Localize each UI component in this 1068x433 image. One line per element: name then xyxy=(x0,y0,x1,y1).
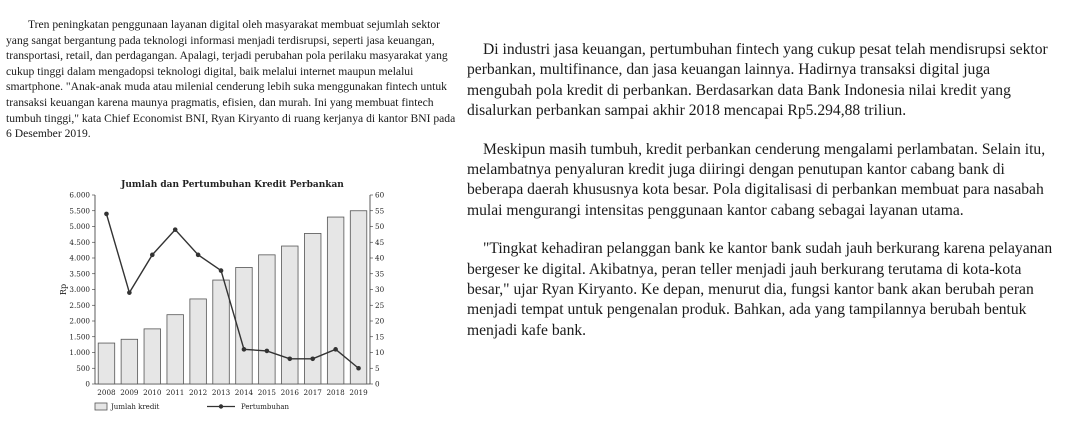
growth-line xyxy=(105,213,359,369)
x-tick-label: 2008 xyxy=(97,388,116,397)
growth-point-2015 xyxy=(264,348,270,354)
x-tick-label: 2016 xyxy=(281,388,300,397)
y-tick-label: 0 xyxy=(85,380,90,389)
bar-2012 xyxy=(189,298,207,385)
growth-point-2008 xyxy=(104,211,109,217)
y-tick-label: 2.000 xyxy=(69,317,90,326)
growth-point-2010 xyxy=(149,252,155,258)
credit-chart-svg: Jumlah dan Pertumbuhan Kredit Perbankan 0… xyxy=(59,180,385,411)
y2-tick-label: 45 xyxy=(375,238,385,247)
y-axis-label: Rp xyxy=(59,284,68,295)
y2-tick-label: 60 xyxy=(375,191,385,200)
chart-title: Jumlah dan Pertumbuhan Kredit Perbankan xyxy=(120,180,344,190)
y2-tick-label: 10 xyxy=(375,348,385,357)
bar-2009 xyxy=(120,338,139,385)
y-tick-label: 5.500 xyxy=(69,206,90,215)
right-column: Di industri jasa keuangan, pertumbuhan f… xyxy=(467,40,1057,359)
growth-point-2017 xyxy=(310,356,316,362)
legend-bar-swatch xyxy=(94,402,108,411)
bar-2008 xyxy=(97,342,116,385)
y-tick-label: 6.000 xyxy=(69,191,90,200)
bar-2010 xyxy=(143,328,161,385)
x-tick-label: 2011 xyxy=(166,388,184,397)
y2-tick-label: 55 xyxy=(375,206,385,215)
y-tick-label: 1.500 xyxy=(69,332,90,341)
y-tick-label: 1.000 xyxy=(69,348,90,357)
left-paragraph: Tren peningkatan penggunaan layanan digi… xyxy=(6,18,456,141)
y2-tick-label: 0 xyxy=(375,380,380,389)
y2-tick-label: 5 xyxy=(375,364,380,373)
x-tick-label: 2010 xyxy=(143,388,162,397)
growth-point-2011 xyxy=(172,227,178,232)
credit-chart: Jumlah dan Pertumbuhan Kredit Perbankan 0… xyxy=(58,178,418,423)
y-tick-label: 4.000 xyxy=(69,254,90,263)
x-tick-label: 2012 xyxy=(189,388,207,397)
growth-point-2018 xyxy=(333,347,338,352)
y2-tick-label: 25 xyxy=(375,301,385,310)
y-tick-label: 4.500 xyxy=(69,238,90,247)
growth-point-2014 xyxy=(241,347,247,352)
y-tick-label: 500 xyxy=(76,364,90,373)
x-tick-label: 2018 xyxy=(326,388,345,397)
bar-2013 xyxy=(212,279,230,385)
x-tick-label: 2015 xyxy=(258,388,277,397)
growth-point-2009 xyxy=(127,290,132,295)
bar-2016 xyxy=(281,245,299,385)
x-tick-label: 2017 xyxy=(304,388,323,397)
y2-tick-label: 20 xyxy=(375,317,385,326)
bar-2018 xyxy=(326,216,345,385)
y2-tick-label: 30 xyxy=(375,285,385,294)
bar-2017 xyxy=(304,233,322,385)
x-tick-label: 2014 xyxy=(235,388,254,397)
legend-bar-label: Jumlah kredit xyxy=(110,403,160,411)
growth-point-2013 xyxy=(218,268,224,273)
y-tick-label: 3.500 xyxy=(69,269,90,278)
y-tick-label: 5.000 xyxy=(69,222,90,231)
y2-tick-label: 50 xyxy=(375,222,385,231)
growth-point-2019 xyxy=(356,365,361,371)
growth-point-2016 xyxy=(287,356,293,362)
growth-point-2012 xyxy=(195,252,201,258)
y-tick-label: 3.000 xyxy=(69,285,90,294)
bar-2015 xyxy=(258,254,276,385)
right-paragraph-3: "Tingkat kehadiran pelanggan bank ke kan… xyxy=(467,240,1053,339)
x-tick-label: 2009 xyxy=(120,388,139,397)
y2-tick-label: 35 xyxy=(375,269,385,278)
bar-2019 xyxy=(349,210,368,385)
legend-line-marker xyxy=(218,404,224,409)
legend-line-label: Pertumbuhan xyxy=(241,403,290,411)
bar-2011 xyxy=(166,314,184,385)
left-column: Tren peningkatan penggunaan layanan digi… xyxy=(6,17,458,142)
right-paragraph-1: Di industri jasa keuangan, pertumbuhan f… xyxy=(467,41,1048,120)
right-paragraph-2: Meskipun masih tumbuh, kredit perbankan … xyxy=(467,140,1046,219)
y2-tick-label: 15 xyxy=(375,332,385,341)
bar-2014 xyxy=(235,267,253,385)
y2-tick-label: 40 xyxy=(375,254,385,263)
x-tick-label: 2019 xyxy=(349,388,368,397)
x-tick-label: 2013 xyxy=(212,388,231,397)
y-tick-label: 2.500 xyxy=(69,301,90,310)
